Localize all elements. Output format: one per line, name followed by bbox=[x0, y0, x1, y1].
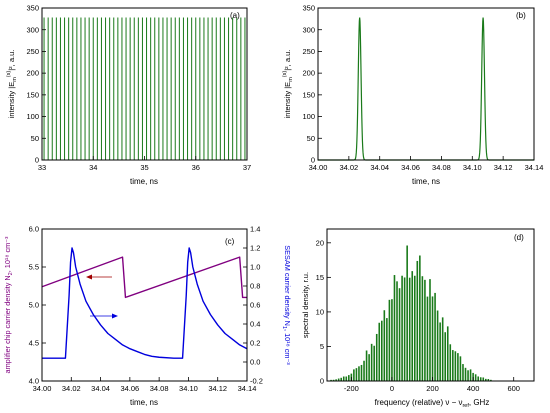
panel-b-y-ticks: 0 50 100 150 200 250 300 350 bbox=[302, 4, 322, 165]
panel-a-y-tick-label: 250 bbox=[26, 47, 39, 56]
panel-a-label: (a) bbox=[230, 11, 240, 20]
panel-a-y-tick-label: 350 bbox=[26, 4, 39, 13]
panel-b-x-tick-label: 34.14 bbox=[525, 163, 544, 172]
panel-c-right-y-tick-label: 0.4 bbox=[250, 320, 260, 329]
panel-b-frame bbox=[317, 7, 535, 161]
panel-d-y-tick-label: 15 bbox=[316, 273, 324, 282]
panel-c-x-tick-label: 34.00 bbox=[33, 384, 52, 393]
panel-b-x-tick-label: 34.02 bbox=[339, 163, 358, 172]
panel-a-y-axis-label: intensity |Em(s)|², a.u. bbox=[6, 50, 18, 119]
panel-b-y-tick-label: 200 bbox=[302, 69, 315, 78]
panel-b-label: (b) bbox=[516, 11, 526, 20]
panel-c-curves bbox=[41, 247, 248, 359]
panel-b-x-tick-label: 34.10 bbox=[463, 163, 482, 172]
panel-b: 34.00 34.02 34.04 34.06 34.08 34.10 34.12 34.14… bbox=[282, 4, 543, 186]
panel-c-arrow-right-axis bbox=[90, 313, 118, 319]
panel-d-x-axis-label: frequency (relative) ν − νref, GHz bbox=[375, 398, 490, 409]
panel-c-right-y-tick-label: 0.0 bbox=[250, 358, 260, 367]
panel-c: 34.00 34.02 34.04 34.06 34.08 34.10 34.12 34.14… bbox=[3, 225, 292, 407]
panel-b-y-tick-label: 250 bbox=[302, 47, 315, 56]
panel-d-y-ticks: 0 5 10 15 20 bbox=[316, 238, 331, 386]
panel-b-intensity-line bbox=[318, 17, 534, 161]
panel-b-y-tick-label: 0 bbox=[311, 156, 315, 165]
panel-d-y-tick-label: 0 bbox=[320, 377, 324, 386]
panel-d-x-tick-label: 200 bbox=[426, 384, 439, 393]
panel-c-right-y-tick-label: 0.8 bbox=[250, 282, 260, 291]
panel-b-y-tick-label: 50 bbox=[307, 134, 315, 143]
panel-a-y-tick-label: 300 bbox=[26, 25, 39, 34]
panel-c-right-y-tick-label: 1.0 bbox=[250, 263, 260, 272]
panel-b-x-tick-label: 34.08 bbox=[432, 163, 451, 172]
panel-b-x-axis-label: time, ns bbox=[412, 177, 440, 186]
panel-c-x-axis-label: time, ns bbox=[130, 398, 158, 407]
panel-b-x-tick-label: 34.12 bbox=[494, 163, 513, 172]
panel-c-right-y-axis-label: SESAM carrier density N1, 10¹⁸ cm⁻³ bbox=[281, 245, 292, 365]
panel-c-right-y-tick-label: -0.2 bbox=[250, 377, 263, 386]
panel-a-x-tick-label: 33 bbox=[38, 163, 46, 172]
panel-c-left-y-tick-label: 4.5 bbox=[29, 339, 39, 348]
panel-c-right-y-tick-label: 1.4 bbox=[250, 225, 260, 234]
panel-a-y-tick-label: 200 bbox=[26, 69, 39, 78]
panel-c-x-tick-label: 34.04 bbox=[91, 384, 110, 393]
panel-a-x-tick-label: 37 bbox=[243, 163, 251, 172]
panel-c-x-tick-label: 34.12 bbox=[208, 384, 227, 393]
panel-d-y-axis-label: spectral density, r.u. bbox=[301, 272, 310, 338]
panel-a-x-tick-label: 35 bbox=[140, 163, 148, 172]
panel-a-x-tick-label: 34 bbox=[89, 163, 97, 172]
panel-a-x-tick-label: 36 bbox=[192, 163, 200, 172]
panel-a-pulse-train bbox=[43, 17, 246, 160]
panel-d: -200 0 200 400 600 0 5 10 15 20 (d) frequency (r… bbox=[301, 228, 535, 409]
panel-b-y-axis-label: intensity |Em(s)|², a.u. bbox=[282, 50, 294, 119]
panel-c-x-ticks: 34.00 34.02 34.04 34.06 34.08 34.10 34.12 34.14 bbox=[33, 377, 257, 393]
panel-c-right-y-ticks: -0.2 0.0 0.2 0.4 0.6 0.8 1.0 1.2 1.4 bbox=[243, 225, 263, 386]
panel-b-x-tick-label: 34.04 bbox=[370, 163, 389, 172]
panel-d-x-tick-label: -200 bbox=[344, 384, 359, 393]
panel-b-y-tick-label: 150 bbox=[302, 90, 315, 99]
panel-a-y-tick-label: 0 bbox=[35, 156, 39, 165]
panel-c-left-y-axis-label: amplifier chip carrier density N2, 10¹⁸ … bbox=[3, 236, 14, 373]
panel-c-left-y-tick-label: 6.0 bbox=[29, 225, 39, 234]
panel-c-x-tick-label: 34.06 bbox=[120, 384, 139, 393]
panel-c-left-y-ticks: 4.0 4.5 5.0 5.5 6.0 bbox=[29, 225, 46, 386]
panel-a-y-ticks: 0 50 100 150 200 250 300 350 bbox=[26, 4, 46, 165]
panel-c-x-tick-label: 34.10 bbox=[179, 384, 198, 393]
panel-c-arrow-left-axis bbox=[86, 274, 112, 280]
panel-b-x-tick-label: 34.00 bbox=[309, 163, 328, 172]
panel-a-y-tick-label: 50 bbox=[31, 134, 39, 143]
panel-d-x-tick-label: 400 bbox=[467, 384, 480, 393]
panel-c-right-y-tick-label: 0.2 bbox=[250, 339, 260, 348]
panel-a-y-tick-label: 100 bbox=[26, 112, 39, 121]
panel-b-y-tick-label: 300 bbox=[302, 25, 315, 34]
panel-d-x-tick-label: 600 bbox=[507, 384, 520, 393]
panel-d-x-ticks: -200 0 200 400 600 bbox=[344, 377, 520, 393]
panel-a: 33 34 35 36 37 0 50 100 150 200 250 300 350 (a) tim… bbox=[6, 4, 251, 186]
panel-d-y-tick-label: 10 bbox=[316, 308, 324, 317]
panel-b-x-ticks: 34.00 34.02 34.04 34.06 34.08 34.10 34.12 34.14 bbox=[309, 156, 544, 172]
panel-a-x-ticks: 33 34 35 36 37 bbox=[38, 156, 251, 172]
panel-d-y-tick-label: 20 bbox=[316, 238, 324, 247]
panel-a-y-tick-label: 150 bbox=[26, 90, 39, 99]
panel-c-left-y-tick-label: 5.5 bbox=[29, 263, 39, 272]
panel-c-sesam-density-line bbox=[42, 247, 248, 359]
panel-d-label: (d) bbox=[514, 233, 524, 242]
panel-b-y-tick-label: 100 bbox=[302, 112, 315, 121]
panel-c-amplifier-density-line bbox=[41, 256, 247, 299]
panel-c-x-tick-label: 34.14 bbox=[238, 384, 257, 393]
panel-c-right-y-tick-label: 1.2 bbox=[250, 244, 260, 253]
panel-c-right-y-tick-label: 0.6 bbox=[250, 301, 260, 310]
panel-a-x-axis-label: time, ns bbox=[130, 177, 158, 186]
panel-b-x-tick-label: 34.06 bbox=[401, 163, 420, 172]
panel-c-label: (c) bbox=[225, 237, 235, 246]
panel-c-left-y-tick-label: 4.0 bbox=[29, 377, 39, 386]
panel-b-pulses bbox=[318, 17, 534, 161]
panel-c-left-y-tick-label: 5.0 bbox=[29, 301, 39, 310]
panel-b-y-tick-label: 350 bbox=[302, 4, 315, 13]
panel-c-x-tick-label: 34.08 bbox=[150, 384, 169, 393]
panel-d-x-tick-label: 0 bbox=[390, 384, 394, 393]
panel-d-frame bbox=[326, 228, 535, 382]
panel-c-x-tick-label: 34.02 bbox=[62, 384, 81, 393]
panel-d-y-tick-label: 5 bbox=[320, 342, 324, 351]
panel-d-spectrum bbox=[330, 245, 492, 381]
